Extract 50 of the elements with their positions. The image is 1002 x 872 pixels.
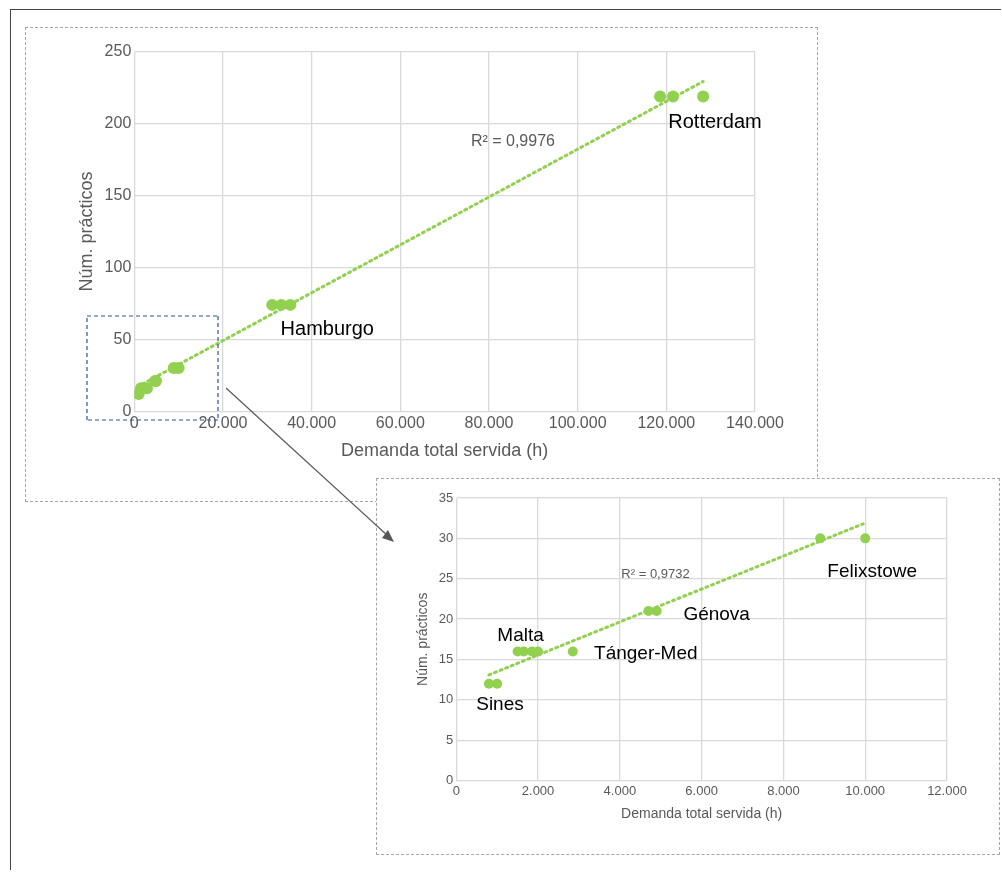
y-tick-label: 5 [446, 731, 454, 747]
y-tick-label: 250 [104, 42, 132, 60]
x-tick-label: 6.000 [685, 782, 718, 798]
annotation: Malta [497, 623, 545, 645]
annotation: Hamburgo [280, 317, 374, 340]
point [643, 606, 654, 617]
annotation: R² = 0,9976 [470, 132, 556, 150]
point [492, 678, 503, 689]
x-tick-label: 120.000 [637, 414, 696, 432]
x-axis-title: Demanda total servida (h) [621, 805, 783, 822]
y-axis-title: Núm. prácticos [75, 171, 96, 292]
point [651, 606, 662, 617]
x-tick-label: 10.000 [845, 782, 886, 798]
point [567, 646, 578, 657]
point [697, 90, 710, 103]
y-axis-title: Núm. prácticos [414, 592, 431, 686]
annotation: Sines [476, 692, 524, 714]
y-tick-label: 10 [438, 691, 454, 707]
y-tick-label: 100 [104, 257, 132, 275]
annotation: Felixstowe [827, 559, 918, 581]
x-tick-label: 80.000 [464, 414, 514, 432]
annotation: Tánger-Med [594, 641, 698, 663]
point [666, 90, 679, 103]
point [815, 533, 826, 544]
x-tick-label: 2.000 [521, 782, 555, 798]
y-tick-label: 200 [104, 114, 132, 132]
x-tick-label: 8.000 [767, 782, 800, 798]
x-tick-label: 12.000 [927, 782, 967, 798]
y-tick-label: 50 [113, 329, 132, 347]
y-tick-label: 35 [438, 489, 454, 505]
y-tick-label: 20 [438, 610, 454, 626]
point [533, 646, 544, 657]
annotation: R² = 0,9732 [621, 565, 690, 581]
x-tick-label: 140.000 [726, 414, 785, 432]
point [860, 533, 871, 544]
x-tick-label: 60.000 [375, 414, 425, 432]
x-axis-title: Demanda total servida (h) [341, 440, 549, 461]
x-tick-label: 4.000 [603, 782, 637, 798]
y-tick-label: 30 [438, 529, 454, 545]
point [654, 90, 667, 103]
annotation: Génova [683, 603, 751, 625]
x-tick-label: 100.000 [548, 414, 607, 432]
x-tick-label: 40.000 [287, 414, 337, 432]
y-tick-label: 0 [446, 772, 454, 788]
y-tick-label: 25 [438, 570, 454, 586]
y-tick-label: 150 [104, 186, 132, 204]
annotation: Rotterdam [668, 110, 762, 133]
y-tick-label: 15 [438, 651, 454, 667]
x-tick-label: 20.000 [198, 414, 248, 432]
y-tick-label: 0 [122, 401, 132, 419]
